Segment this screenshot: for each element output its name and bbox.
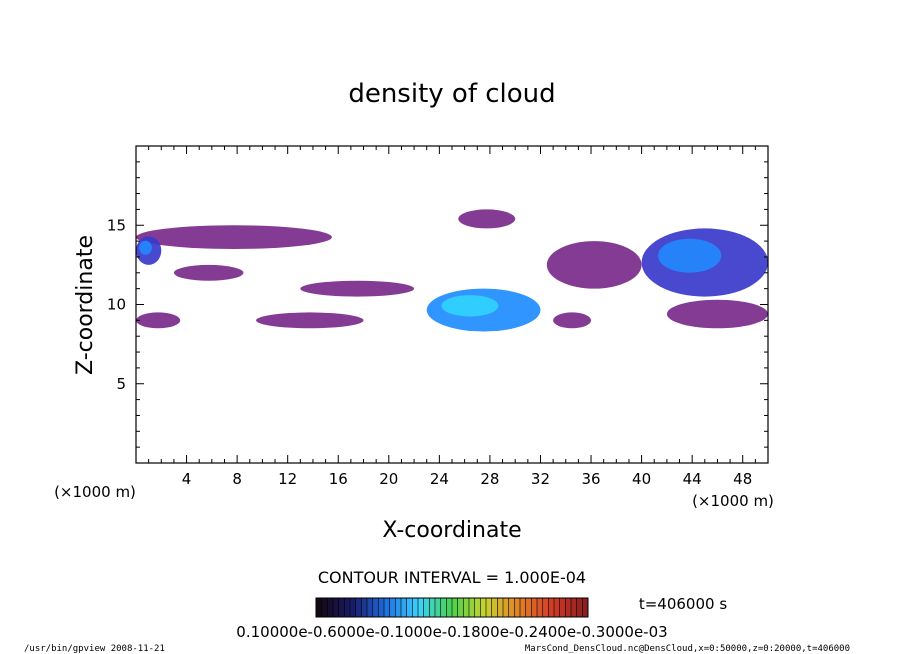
- x-axis-label: X-coordinate: [382, 518, 521, 543]
- colorbar-segment: [355, 598, 362, 617]
- colorbar-segment: [412, 598, 419, 617]
- colorbar-segment: [429, 598, 436, 617]
- colorbar-segment: [446, 598, 453, 617]
- colorbar-segment: [384, 598, 391, 617]
- colorbar-segment: [389, 598, 396, 617]
- colorbar-segment: [582, 598, 589, 617]
- footer-right: MarsCond_DensCloud.nc@DensCloud,x=0:5000…: [525, 644, 850, 654]
- colorbar-segment: [554, 598, 561, 617]
- x-tick-label: 40: [632, 470, 651, 488]
- y-tick-label: 5: [116, 375, 126, 393]
- colorbar-segment: [418, 598, 425, 617]
- cloud-regions: [136, 209, 768, 332]
- colorbar-labels: 0.10000e-0.6000e-0.1000e-0.1800e-0.2400e…: [236, 623, 667, 641]
- x-tick-label: 48: [733, 470, 752, 488]
- cloud-core-left-upper: [139, 240, 152, 255]
- chart-title: density of cloud: [348, 79, 555, 109]
- colorbar-segment: [469, 598, 476, 617]
- colorbar-segment: [548, 598, 555, 617]
- cloud-region-top-small: [458, 209, 516, 229]
- colorbar-segment: [338, 598, 345, 617]
- colorbar-segment: [361, 598, 368, 617]
- colorbar-segment: [435, 598, 442, 617]
- colorbar-segment: [571, 598, 578, 617]
- colorbar-segment: [440, 598, 447, 617]
- cloud-region-right-mid: [546, 241, 642, 289]
- colorbar-segment: [514, 598, 521, 617]
- x-tick-label: 36: [581, 470, 600, 488]
- colorbar-segment: [423, 598, 430, 617]
- x-tick-label: 16: [329, 470, 348, 488]
- y-axis-ticks: 5 10 15: [107, 161, 768, 448]
- cloud-region-left-low: [136, 312, 181, 329]
- colorbar-segment: [486, 598, 493, 617]
- cloud-region-far-right-low: [666, 299, 768, 329]
- colorbar-segment: [401, 598, 408, 617]
- colorbar-segment: [542, 598, 549, 617]
- colorbar-segment: [508, 598, 515, 617]
- x-tick-label: 8: [232, 470, 242, 488]
- x-tick-label: 44: [683, 470, 702, 488]
- colorbar-segment: [463, 598, 470, 617]
- x-tick-label: 4: [182, 470, 192, 488]
- colorbar-segment: [491, 598, 498, 617]
- colorbar-segment: [333, 598, 340, 617]
- colorbar-segment: [316, 598, 323, 617]
- colorbar-segment: [327, 598, 334, 617]
- colorbar-segment: [520, 598, 527, 617]
- x-tick-label: 28: [480, 470, 499, 488]
- colorbar-segment: [406, 598, 413, 617]
- cloud-region-low-band: [256, 312, 364, 329]
- footer-left: /usr/bin/gpview 2008-11-21: [24, 644, 165, 654]
- colorbar-segment: [525, 598, 532, 617]
- colorbar-segment: [565, 598, 572, 617]
- colorbar-segment: [531, 598, 538, 617]
- colorbar-segment: [497, 598, 504, 617]
- x-axis-ticks: 4 8 12 16 20 24 28 32 36 40 44 48: [148, 146, 756, 488]
- colorbar-segment: [457, 598, 464, 617]
- colorbar-segment: [321, 598, 328, 617]
- colorbar-segment: [576, 598, 583, 617]
- colorbar-segment: [344, 598, 351, 617]
- cloud-region-mid-left-small: [173, 264, 244, 281]
- colorbar-segment: [503, 598, 510, 617]
- x-tick-label: 24: [430, 470, 449, 488]
- cloud-core-far-right: [658, 238, 722, 273]
- colorbar-segment: [537, 598, 544, 617]
- y-tick-label: 15: [107, 216, 126, 234]
- y-axis-label: Z-coordinate: [73, 235, 98, 375]
- cloud-region-right-low: [553, 312, 592, 329]
- cloud-core-central-cloud: [441, 295, 499, 317]
- colorbar-segment: [367, 598, 374, 617]
- x-tick-label: 12: [278, 470, 297, 488]
- x-tick-label: 20: [379, 470, 398, 488]
- x-unit-left: (×1000 m): [54, 483, 136, 501]
- cloud-region-upper-band: [136, 225, 332, 250]
- x-tick-label: 32: [531, 470, 550, 488]
- time-label: t=406000 s: [639, 595, 727, 613]
- contour-interval: CONTOUR INTERVAL = 1.000E-04: [318, 568, 586, 587]
- colorbar-frame: [315, 597, 589, 618]
- cloud-region-mid-band: [300, 280, 415, 297]
- colorbar-segment: [372, 598, 379, 617]
- y-tick-label: 10: [107, 296, 126, 314]
- colorbar-segment: [350, 598, 357, 617]
- colorbar-segment: [559, 598, 566, 617]
- colorbar-segment: [378, 598, 385, 617]
- colorbar-segment: [474, 598, 481, 617]
- colorbar-segment: [480, 598, 487, 617]
- colorbar-segment: [395, 598, 402, 617]
- x-unit-right: (×1000 m): [692, 492, 774, 510]
- colorbar: [315, 598, 589, 617]
- colorbar-segment: [452, 598, 459, 617]
